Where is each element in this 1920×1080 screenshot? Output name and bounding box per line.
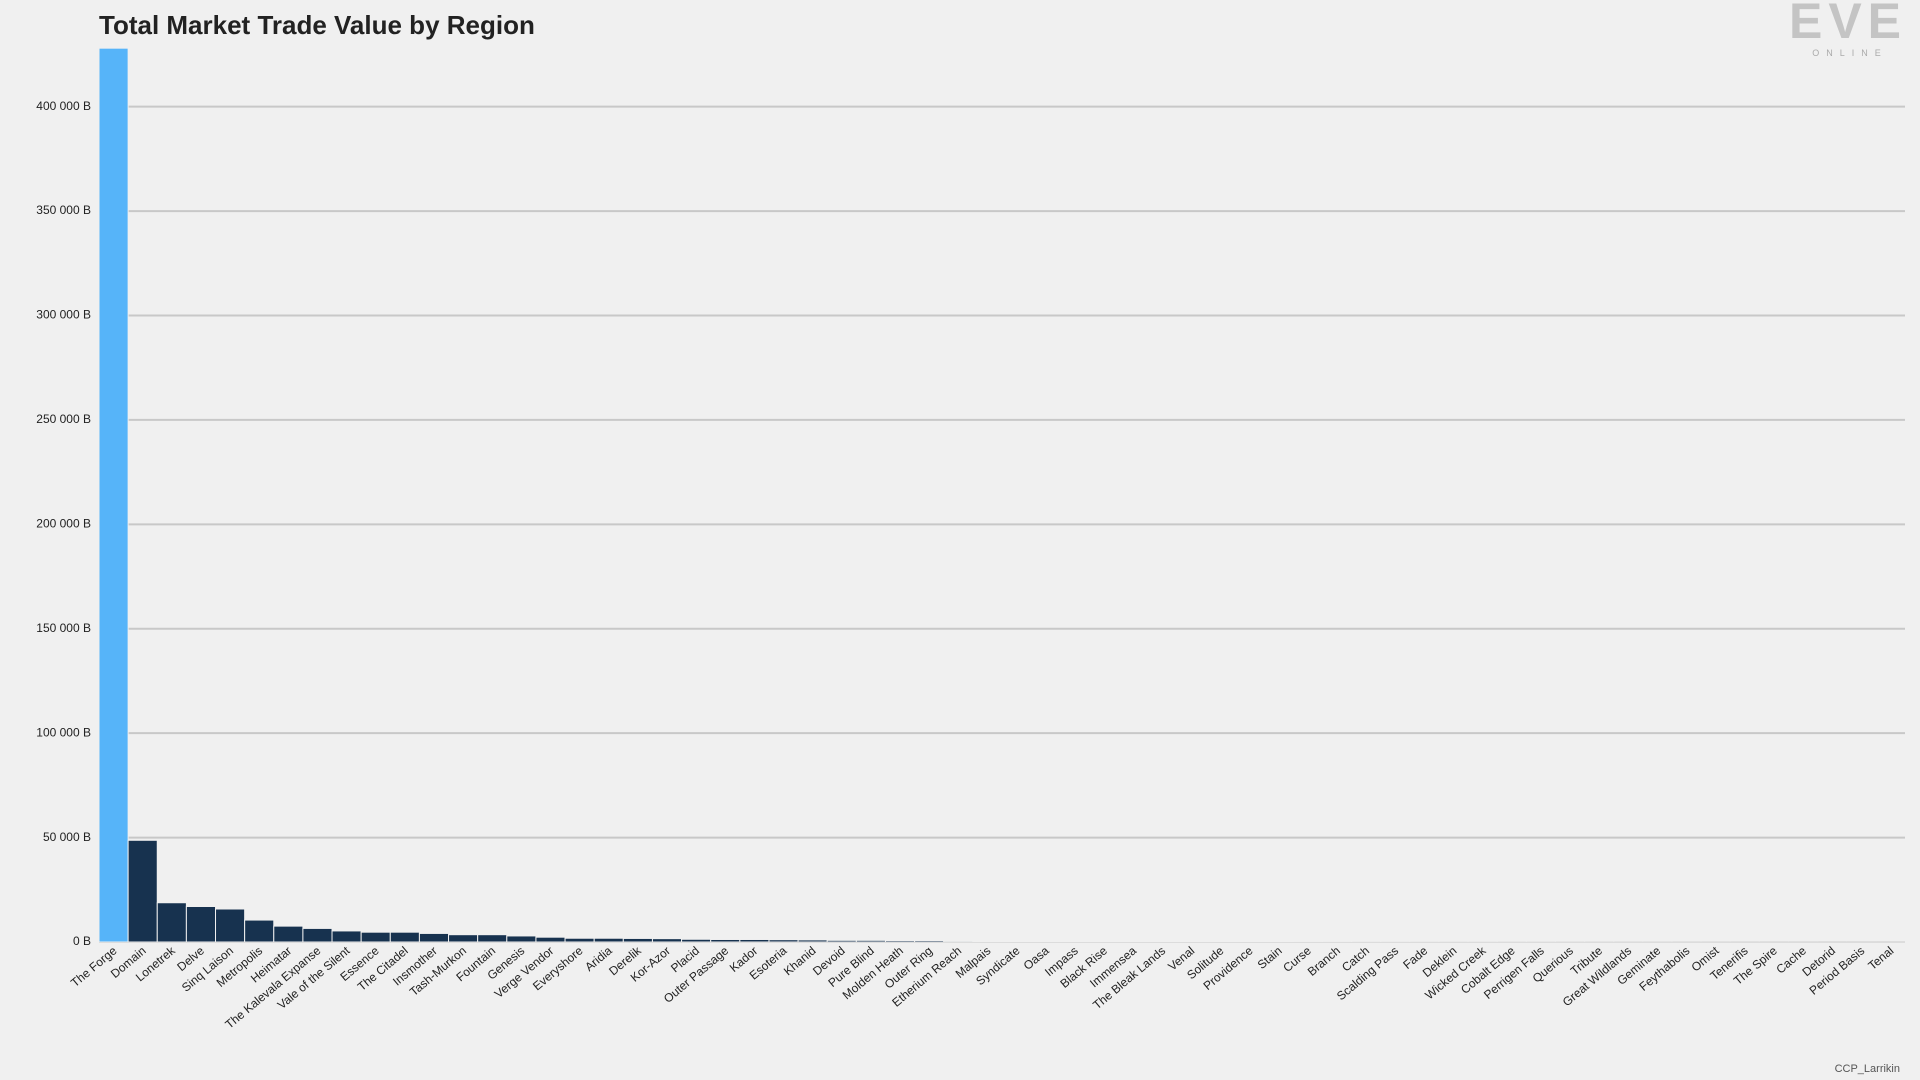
bar xyxy=(535,936,566,943)
bar xyxy=(1118,940,1149,943)
bar xyxy=(302,927,333,943)
bar xyxy=(244,919,275,943)
bar xyxy=(360,931,391,943)
logo-subtitle: ONLINE xyxy=(1812,48,1888,58)
bar xyxy=(156,902,187,943)
bar xyxy=(185,905,217,943)
bar xyxy=(884,940,916,943)
bar xyxy=(593,937,624,943)
x-tick-label: Tenal xyxy=(1865,944,1896,973)
bar xyxy=(681,938,712,943)
bar xyxy=(506,935,537,943)
bar xyxy=(564,937,595,943)
bar xyxy=(98,47,129,943)
bar xyxy=(943,940,974,943)
y-tick-label: 300 000 B xyxy=(36,308,91,322)
bar xyxy=(1059,940,1090,943)
bar xyxy=(1030,940,1061,943)
bar xyxy=(448,934,479,943)
bar xyxy=(797,939,828,943)
bar xyxy=(1147,940,1178,943)
bar xyxy=(389,931,420,943)
x-tick-label: Khanid xyxy=(781,944,819,979)
bar xyxy=(1088,940,1120,943)
bar xyxy=(972,940,1003,943)
bar xyxy=(1263,940,1294,943)
bar xyxy=(1001,940,1032,943)
bar xyxy=(1234,940,1265,943)
y-tick-label: 0 B xyxy=(73,934,91,948)
bar xyxy=(215,908,246,943)
bar xyxy=(768,939,799,943)
x-tick-label: Stain xyxy=(1255,944,1285,972)
bar xyxy=(739,938,770,943)
credit: CCP_Larrikin xyxy=(1835,1063,1900,1075)
bar xyxy=(826,939,857,943)
x-tick-label: Branch xyxy=(1305,944,1343,979)
y-tick-label: 350 000 B xyxy=(36,203,91,217)
bar xyxy=(273,925,304,943)
y-tick-label: 200 000 B xyxy=(36,516,91,530)
bar xyxy=(914,940,945,943)
logo: EVE xyxy=(1789,0,1907,49)
chart-title: Total Market Trade Value by Region xyxy=(99,10,535,40)
y-tick-label: 100 000 B xyxy=(36,725,91,739)
bar xyxy=(1176,940,1207,943)
bar xyxy=(855,939,886,943)
y-tick-label: 50 000 B xyxy=(43,830,91,844)
bar xyxy=(127,839,158,943)
bar xyxy=(477,934,508,943)
bar xyxy=(622,937,653,943)
y-tick-label: 150 000 B xyxy=(36,621,91,635)
bar xyxy=(710,938,741,943)
bar xyxy=(418,932,450,943)
y-tick-label: 250 000 B xyxy=(36,412,91,426)
bar xyxy=(331,930,362,943)
y-tick-label: 400 000 B xyxy=(36,99,91,113)
bar xyxy=(1205,940,1236,943)
bar xyxy=(651,938,683,943)
